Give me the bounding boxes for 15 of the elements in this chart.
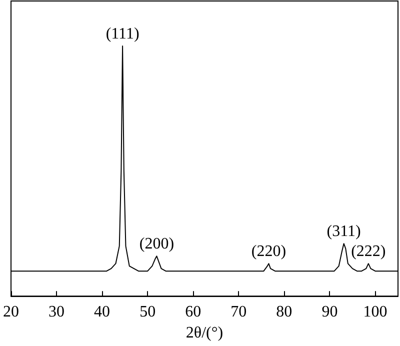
annotation: (220) xyxy=(251,243,286,260)
x-tick-label: 60 xyxy=(185,304,202,321)
annotation: (200) xyxy=(139,236,174,253)
x-tick-label: 80 xyxy=(276,304,292,321)
x-axis-title: 2θ/(°) xyxy=(186,324,224,342)
annotation: (311) xyxy=(326,223,361,240)
x-tick-label: 100 xyxy=(363,304,388,321)
annotation: (111) xyxy=(106,26,140,43)
x-tick-label: 50 xyxy=(140,304,156,321)
x-tick-label: 40 xyxy=(94,304,110,321)
x-tick-label: 70 xyxy=(230,304,247,321)
annotation: (222) xyxy=(351,243,386,260)
x-tick-label: 90 xyxy=(322,304,338,321)
x-tick-label: 20 xyxy=(3,304,19,321)
x-tick-label: 30 xyxy=(48,304,65,321)
